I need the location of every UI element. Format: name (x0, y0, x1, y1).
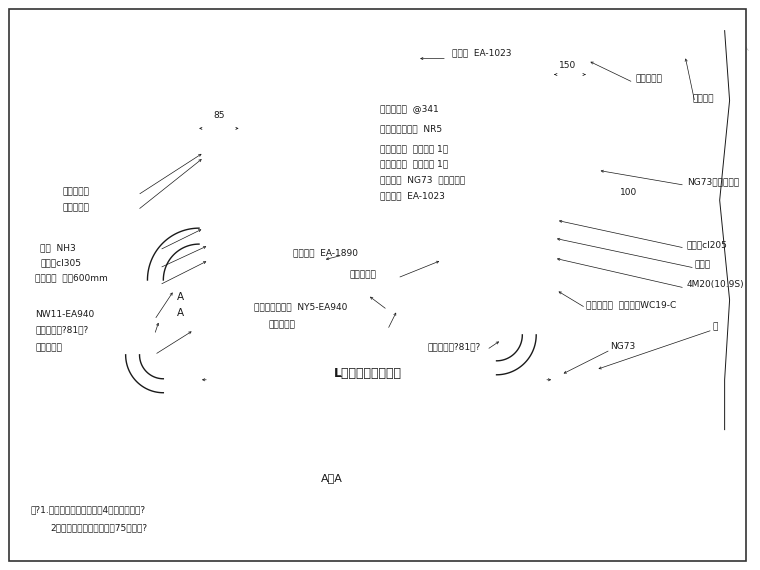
Text: 屋面搭接钉  每一波峰 1只: 屋面搭接钉 每一波峰 1只 (379, 160, 448, 169)
Text: 墙面围架: 墙面围架 (693, 94, 714, 103)
Text: 外墙紧固钉: 外墙紧固钉 (635, 74, 662, 83)
Bar (278, 228, 340, 283)
Text: 墙紧固钉  间距600mm: 墙紧固钉 间距600mm (36, 274, 108, 283)
Text: 注?1.落水管之间的搭接采用4枚搭搭钉固定?: 注?1.落水管之间的搭接采用4枚搭搭钉固定? (30, 505, 146, 514)
Text: 落水管弯头?81度?: 落水管弯头?81度? (36, 325, 89, 335)
Text: 雨蓬蓬内沿迟水  NY5-EA940: 雨蓬蓬内沿迟水 NY5-EA940 (254, 303, 347, 311)
Text: 搭接片cl205: 搭接片cl205 (687, 241, 728, 250)
Text: 外橡胶条  NG73  上下敷胶泥: 外橡胶条 NG73 上下敷胶泥 (379, 176, 464, 185)
Text: 落水管弯头?81度?: 落水管弯头?81度? (427, 343, 480, 351)
Text: 外墙紧固钉: 外墙紧固钉 (350, 271, 377, 279)
Bar (437, 215, 492, 285)
Text: 100: 100 (619, 188, 637, 197)
Text: 外墙搭接钉  @341: 外墙搭接钉 @341 (379, 104, 439, 113)
Text: 外墙板  EA-1023: 外墙板 EA-1023 (452, 48, 511, 57)
Text: 雨蓬面板  EA-1023: 雨蓬面板 EA-1023 (379, 192, 445, 201)
Text: 4M20(10.9S): 4M20(10.9S) (687, 280, 745, 290)
Text: 屋面紧固钉: 屋面紧固钉 (62, 188, 89, 197)
Text: 雨蓬面内沿迟水  NR5: 雨蓬面内沿迟水 NR5 (379, 124, 442, 133)
Text: A－A: A－A (321, 473, 343, 483)
Text: 外墙紧固钉: 外墙紧固钉 (36, 343, 62, 352)
Text: 150: 150 (559, 61, 577, 70)
Bar (303, 415, 361, 459)
Text: 85: 85 (213, 111, 225, 120)
Text: 搭接片cl305: 搭接片cl305 (40, 259, 81, 267)
Text: 屋面搭接钉: 屋面搭接钉 (62, 203, 89, 213)
Text: A: A (177, 292, 184, 302)
Text: 雨蓬架: 雨蓬架 (695, 260, 711, 270)
Text: NG73: NG73 (610, 343, 636, 351)
Text: NW11-EA940: NW11-EA940 (36, 311, 95, 319)
Text: 外墙搭接钉: 外墙搭接钉 (268, 320, 296, 329)
Text: 屋面紧固钉  每一波峰 1只: 屋面紧固钉 每一波峰 1只 (379, 144, 448, 153)
Text: 2．落水管底部排水管采用75度弯头?: 2．落水管底部排水管采用75度弯头? (50, 523, 147, 532)
Text: NG73上下敷胶泥: NG73上下敷胶泥 (687, 178, 739, 187)
Text: A: A (177, 308, 184, 318)
Text: 柱: 柱 (713, 323, 718, 331)
Text: L（雨蓬外挑尺寸）: L（雨蓬外挑尺寸） (334, 367, 401, 380)
Text: 天沟  NH3: 天沟 NH3 (40, 243, 76, 253)
Text: 雨蓬底板  EA-1890: 雨蓬底板 EA-1890 (293, 249, 358, 258)
Text: 外墙搭接钉  打钉详见WC19-C: 外墙搭接钉 打钉详见WC19-C (586, 300, 676, 310)
